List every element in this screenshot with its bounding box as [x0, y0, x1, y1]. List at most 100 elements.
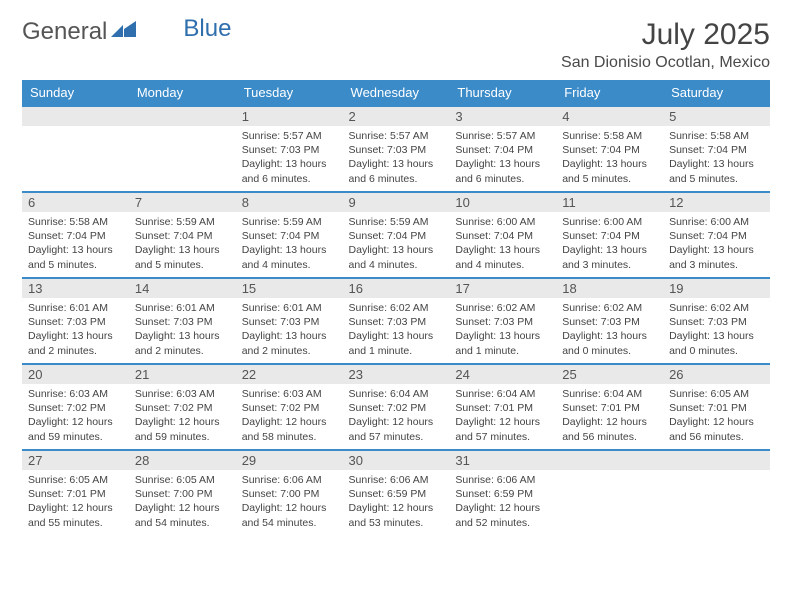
sunrise-text: Sunrise: 6:00 AM: [562, 215, 657, 229]
sunset-text: Sunset: 7:03 PM: [669, 315, 764, 329]
day-number: 21: [129, 365, 236, 384]
calendar-cell: 3Sunrise: 5:57 AMSunset: 7:04 PMDaylight…: [449, 106, 556, 192]
sunrise-text: Sunrise: 6:03 AM: [28, 387, 123, 401]
daylight-text: Daylight: 13 hours and 3 minutes.: [669, 243, 764, 271]
calendar-table: Sunday Monday Tuesday Wednesday Thursday…: [22, 80, 770, 536]
sunset-text: Sunset: 7:03 PM: [349, 315, 444, 329]
day-body: Sunrise: 5:59 AMSunset: 7:04 PMDaylight:…: [343, 212, 450, 276]
sunrise-text: Sunrise: 5:59 AM: [349, 215, 444, 229]
calendar-week-row: 13Sunrise: 6:01 AMSunset: 7:03 PMDayligh…: [22, 278, 770, 364]
calendar-cell: 7Sunrise: 5:59 AMSunset: 7:04 PMDaylight…: [129, 192, 236, 278]
day-number: 12: [663, 193, 770, 212]
logo: General Blue: [22, 18, 231, 46]
day-body: Sunrise: 6:02 AMSunset: 7:03 PMDaylight:…: [449, 298, 556, 362]
day-body: Sunrise: 6:04 AMSunset: 7:01 PMDaylight:…: [449, 384, 556, 448]
day-body: Sunrise: 6:01 AMSunset: 7:03 PMDaylight:…: [129, 298, 236, 362]
sunset-text: Sunset: 7:04 PM: [562, 143, 657, 157]
sunrise-text: Sunrise: 6:05 AM: [669, 387, 764, 401]
day-number: 30: [343, 451, 450, 470]
weekday-header: Saturday: [663, 80, 770, 106]
sunrise-text: Sunrise: 6:06 AM: [455, 473, 550, 487]
sunrise-text: Sunrise: 6:01 AM: [242, 301, 337, 315]
day-number: 6: [22, 193, 129, 212]
calendar-cell: 23Sunrise: 6:04 AMSunset: 7:02 PMDayligh…: [343, 364, 450, 450]
calendar-cell: 21Sunrise: 6:03 AMSunset: 7:02 PMDayligh…: [129, 364, 236, 450]
day-body: Sunrise: 5:57 AMSunset: 7:03 PMDaylight:…: [343, 126, 450, 190]
day-number: 20: [22, 365, 129, 384]
calendar-cell: 13Sunrise: 6:01 AMSunset: 7:03 PMDayligh…: [22, 278, 129, 364]
day-body: Sunrise: 6:05 AMSunset: 7:01 PMDaylight:…: [22, 470, 129, 534]
day-number: 3: [449, 107, 556, 126]
day-number: 10: [449, 193, 556, 212]
day-body: Sunrise: 6:03 AMSunset: 7:02 PMDaylight:…: [22, 384, 129, 448]
calendar-cell: 10Sunrise: 6:00 AMSunset: 7:04 PMDayligh…: [449, 192, 556, 278]
day-number: 2: [343, 107, 450, 126]
calendar-cell: 2Sunrise: 5:57 AMSunset: 7:03 PMDaylight…: [343, 106, 450, 192]
calendar-cell: 18Sunrise: 6:02 AMSunset: 7:03 PMDayligh…: [556, 278, 663, 364]
day-body: Sunrise: 5:57 AMSunset: 7:04 PMDaylight:…: [449, 126, 556, 190]
day-number: 8: [236, 193, 343, 212]
daylight-text: Daylight: 12 hours and 54 minutes.: [242, 501, 337, 529]
daylight-text: Daylight: 13 hours and 5 minutes.: [562, 157, 657, 185]
day-body: Sunrise: 6:02 AMSunset: 7:03 PMDaylight:…: [556, 298, 663, 362]
sunrise-text: Sunrise: 6:02 AM: [562, 301, 657, 315]
calendar-cell: 30 Sunrise: 6:06 AMSunset: 6:59 PMDayligh…: [343, 450, 450, 536]
sunset-text: Sunset: 7:03 PM: [562, 315, 657, 329]
daylight-text: Daylight: 12 hours and 57 minutes.: [455, 415, 550, 443]
weekday-header: Sunday: [22, 80, 129, 106]
sunset-text: Sunset: 7:03 PM: [349, 143, 444, 157]
day-body: Sunrise: 6:04 AMSunset: 7:01 PMDaylight:…: [556, 384, 663, 448]
sunset-text: Sunset: 6:59 PM: [349, 487, 444, 501]
day-body: Sunrise: 6:05 AMSunset: 7:01 PMDaylight:…: [663, 384, 770, 448]
calendar-week-row: 27Sunrise: 6:05 AMSunset: 7:01 PMDayligh…: [22, 450, 770, 536]
day-number: 15: [236, 279, 343, 298]
daylight-text: Daylight: 12 hours and 55 minutes.: [28, 501, 123, 529]
sunrise-text: Sunrise: 5:58 AM: [669, 129, 764, 143]
daylight-text: Daylight: 13 hours and 3 minutes.: [562, 243, 657, 271]
sunset-text: Sunset: 7:04 PM: [242, 229, 337, 243]
calendar-cell: 24Sunrise: 6:04 AMSunset: 7:01 PMDayligh…: [449, 364, 556, 450]
title-block: July 2025 San Dionisio Ocotlan, Mexico: [561, 18, 770, 72]
daylight-text: Daylight: 13 hours and 4 minutes.: [242, 243, 337, 271]
calendar-cell: 9Sunrise: 5:59 AMSunset: 7:04 PMDaylight…: [343, 192, 450, 278]
daylight-text: Daylight: 13 hours and 5 minutes.: [135, 243, 230, 271]
sunrise-text: Sunrise: 6:03 AM: [135, 387, 230, 401]
logo-mark-icon: [111, 18, 137, 46]
day-body: Sunrise: 6:00 AMSunset: 7:04 PMDaylight:…: [663, 212, 770, 276]
day-body-empty: [22, 126, 129, 176]
calendar-cell: 5Sunrise: 5:58 AMSunset: 7:04 PMDaylight…: [663, 106, 770, 192]
day-number: 31: [449, 451, 556, 470]
calendar-cell: 26Sunrise: 6:05 AMSunset: 7:01 PMDayligh…: [663, 364, 770, 450]
day-number-empty: [22, 107, 129, 126]
calendar-cell: 12Sunrise: 6:00 AMSunset: 7:04 PMDayligh…: [663, 192, 770, 278]
day-number: 23: [343, 365, 450, 384]
daylight-text: Daylight: 13 hours and 5 minutes.: [669, 157, 764, 185]
sunset-text: Sunset: 7:04 PM: [669, 143, 764, 157]
day-number: 25: [556, 365, 663, 384]
weekday-header: Friday: [556, 80, 663, 106]
daylight-text: Daylight: 13 hours and 2 minutes.: [28, 329, 123, 357]
day-number: 24: [449, 365, 556, 384]
calendar-cell: 25Sunrise: 6:04 AMSunset: 7:01 PMDayligh…: [556, 364, 663, 450]
sunrise-text: Sunrise: 6:06 AM: [349, 473, 444, 487]
daylight-text: Daylight: 12 hours and 53 minutes.: [349, 501, 444, 529]
sunset-text: Sunset: 7:02 PM: [242, 401, 337, 415]
sunset-text: Sunset: 7:04 PM: [135, 229, 230, 243]
sunset-text: Sunset: 7:04 PM: [455, 229, 550, 243]
weekday-header: Thursday: [449, 80, 556, 106]
day-body: Sunrise: 6:01 AMSunset: 7:03 PMDaylight:…: [236, 298, 343, 362]
daylight-text: Daylight: 13 hours and 2 minutes.: [135, 329, 230, 357]
day-number: 11: [556, 193, 663, 212]
day-number: 1: [236, 107, 343, 126]
weekday-header-row: Sunday Monday Tuesday Wednesday Thursday…: [22, 80, 770, 106]
calendar-cell: 19Sunrise: 6:02 AMSunset: 7:03 PMDayligh…: [663, 278, 770, 364]
sunset-text: Sunset: 7:02 PM: [135, 401, 230, 415]
sunset-text: Sunset: 7:01 PM: [455, 401, 550, 415]
day-body: Sunrise: 6:02 AMSunset: 7:03 PMDaylight:…: [343, 298, 450, 362]
calendar-cell: 1Sunrise: 5:57 AMSunset: 7:03 PMDaylight…: [236, 106, 343, 192]
sunset-text: Sunset: 7:03 PM: [455, 315, 550, 329]
sunset-text: Sunset: 7:00 PM: [242, 487, 337, 501]
sunrise-text: Sunrise: 5:57 AM: [455, 129, 550, 143]
calendar-cell: 31Sunrise: 6:06 AMSunset: 6:59 PMDayligh…: [449, 450, 556, 536]
sunrise-text: Sunrise: 6:00 AM: [455, 215, 550, 229]
